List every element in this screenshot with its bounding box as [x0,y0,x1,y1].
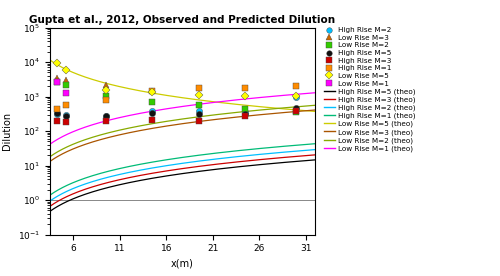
Y-axis label: Dilution: Dilution [2,112,12,150]
X-axis label: x(m): x(m) [171,259,194,269]
Legend: High Rise M=2, Low Rise M=3, Low Rise M=2, High Rise M=5, High Rise M=3, High Ri: High Rise M=2, Low Rise M=3, Low Rise M=… [324,27,415,152]
Title: Gupta et al., 2012, Observed and Predicted Dilution: Gupta et al., 2012, Observed and Predict… [30,15,336,25]
